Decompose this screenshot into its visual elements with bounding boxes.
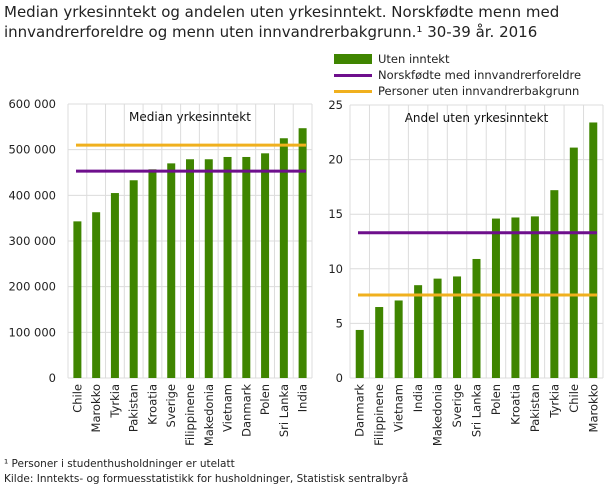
title-line-2: innvandrerforeldre og menn uten innvandr…	[4, 23, 538, 41]
y-tick-label: 500 000	[8, 143, 56, 157]
x-tick-label: Makedonia	[431, 384, 445, 446]
x-tick-label: Filippinene	[183, 384, 197, 446]
panel-title: Andel uten yrkesinntekt	[405, 111, 549, 125]
x-tick-label: India	[296, 384, 310, 412]
bar	[242, 156, 251, 378]
x-tick-label: Vietnam	[392, 384, 406, 432]
bar	[73, 221, 82, 378]
bar	[167, 163, 176, 378]
x-tick-label: Polen	[258, 384, 272, 415]
x-tick-label: Marokko	[89, 384, 103, 432]
bar	[279, 138, 288, 378]
bar	[433, 278, 442, 378]
bar	[129, 180, 138, 378]
x-tick-label: Sverige	[450, 384, 464, 427]
bar	[110, 193, 119, 378]
y-tick-label: 5	[336, 316, 343, 330]
x-tick-label: Marokko	[586, 384, 600, 432]
chart-title: Median yrkesinntekt og andelen uten yrke…	[4, 2, 604, 42]
title-line-1: Median yrkesinntekt og andelen uten yrke…	[4, 3, 560, 21]
legend-item-uten-inntekt: Uten inntekt	[334, 52, 449, 66]
bar	[355, 329, 364, 378]
footnote: ¹ Personer i studenthusholdninger er ute…	[4, 458, 235, 470]
bar	[92, 212, 101, 378]
y-tick-label: 10	[328, 262, 343, 276]
bar	[375, 307, 384, 378]
legend-item-norskfodte: Norskfødte med innvandrerforeldre	[334, 68, 581, 82]
x-tick-label: Pakistan	[127, 384, 141, 432]
legend-item-uten-bakgrunn: Personer uten innvandrerbakgrunn	[334, 84, 579, 98]
x-tick-label: Makedonia	[202, 384, 216, 446]
x-tick-label: Chile	[70, 384, 84, 413]
bar	[414, 285, 423, 378]
legend-label: Uten inntekt	[378, 52, 450, 66]
bar	[491, 218, 500, 378]
source: Kilde: Inntekts- og formuesstatistikk fo…	[4, 473, 409, 485]
bar	[530, 216, 539, 378]
bar	[550, 190, 559, 378]
x-tick-label: Chile	[567, 384, 581, 413]
x-tick-label: Sverige	[164, 384, 178, 427]
bar	[186, 159, 194, 378]
x-tick-label: Kroatia	[145, 384, 159, 425]
x-tick-label: Tyrkia	[547, 384, 561, 419]
y-tick-label: 20	[328, 153, 343, 167]
y-tick-label: 100 000	[8, 325, 56, 339]
y-tick-label: 300 000	[8, 234, 56, 248]
bar	[511, 217, 520, 378]
y-tick-label: 600 000	[8, 97, 56, 111]
x-tick-label: Filippinene	[372, 384, 386, 446]
y-tick-label: 200 000	[8, 280, 56, 294]
x-tick-label: Sri Lanka	[470, 384, 484, 437]
legend-swatch	[334, 89, 372, 93]
x-tick-label: Danmark	[353, 384, 367, 437]
legend-swatch	[334, 54, 372, 64]
legend-label: Personer uten innvandrerbakgrunn	[378, 84, 580, 98]
legend-label: Norskfødte med innvandrerforeldre	[378, 68, 582, 82]
bar	[298, 128, 307, 378]
bar	[394, 300, 403, 378]
panel-title: Median yrkesinntekt	[129, 110, 251, 124]
bar	[223, 156, 232, 378]
bar	[569, 147, 578, 378]
y-tick-label: 0	[336, 371, 343, 385]
bar	[453, 276, 462, 378]
y-tick-label: 25	[328, 98, 343, 112]
bar	[472, 258, 481, 378]
bar	[589, 122, 598, 378]
x-tick-label: Kroatia	[508, 384, 522, 425]
legend-swatch	[334, 73, 372, 77]
x-tick-label: India	[411, 384, 425, 412]
x-tick-label: Sri Lanka	[277, 384, 291, 437]
bar	[204, 159, 213, 378]
x-tick-label: Vietnam	[221, 384, 235, 432]
x-tick-label: Tyrkia	[108, 384, 122, 419]
y-tick-label: 400 000	[8, 188, 56, 202]
bar	[148, 169, 157, 378]
x-tick-label: Polen	[489, 384, 503, 415]
bar	[261, 153, 270, 378]
x-tick-label: Danmark	[239, 384, 253, 437]
y-tick-label: 15	[328, 207, 343, 221]
y-tick-label: 0	[49, 371, 56, 385]
x-tick-label: Pakistan	[528, 384, 542, 432]
